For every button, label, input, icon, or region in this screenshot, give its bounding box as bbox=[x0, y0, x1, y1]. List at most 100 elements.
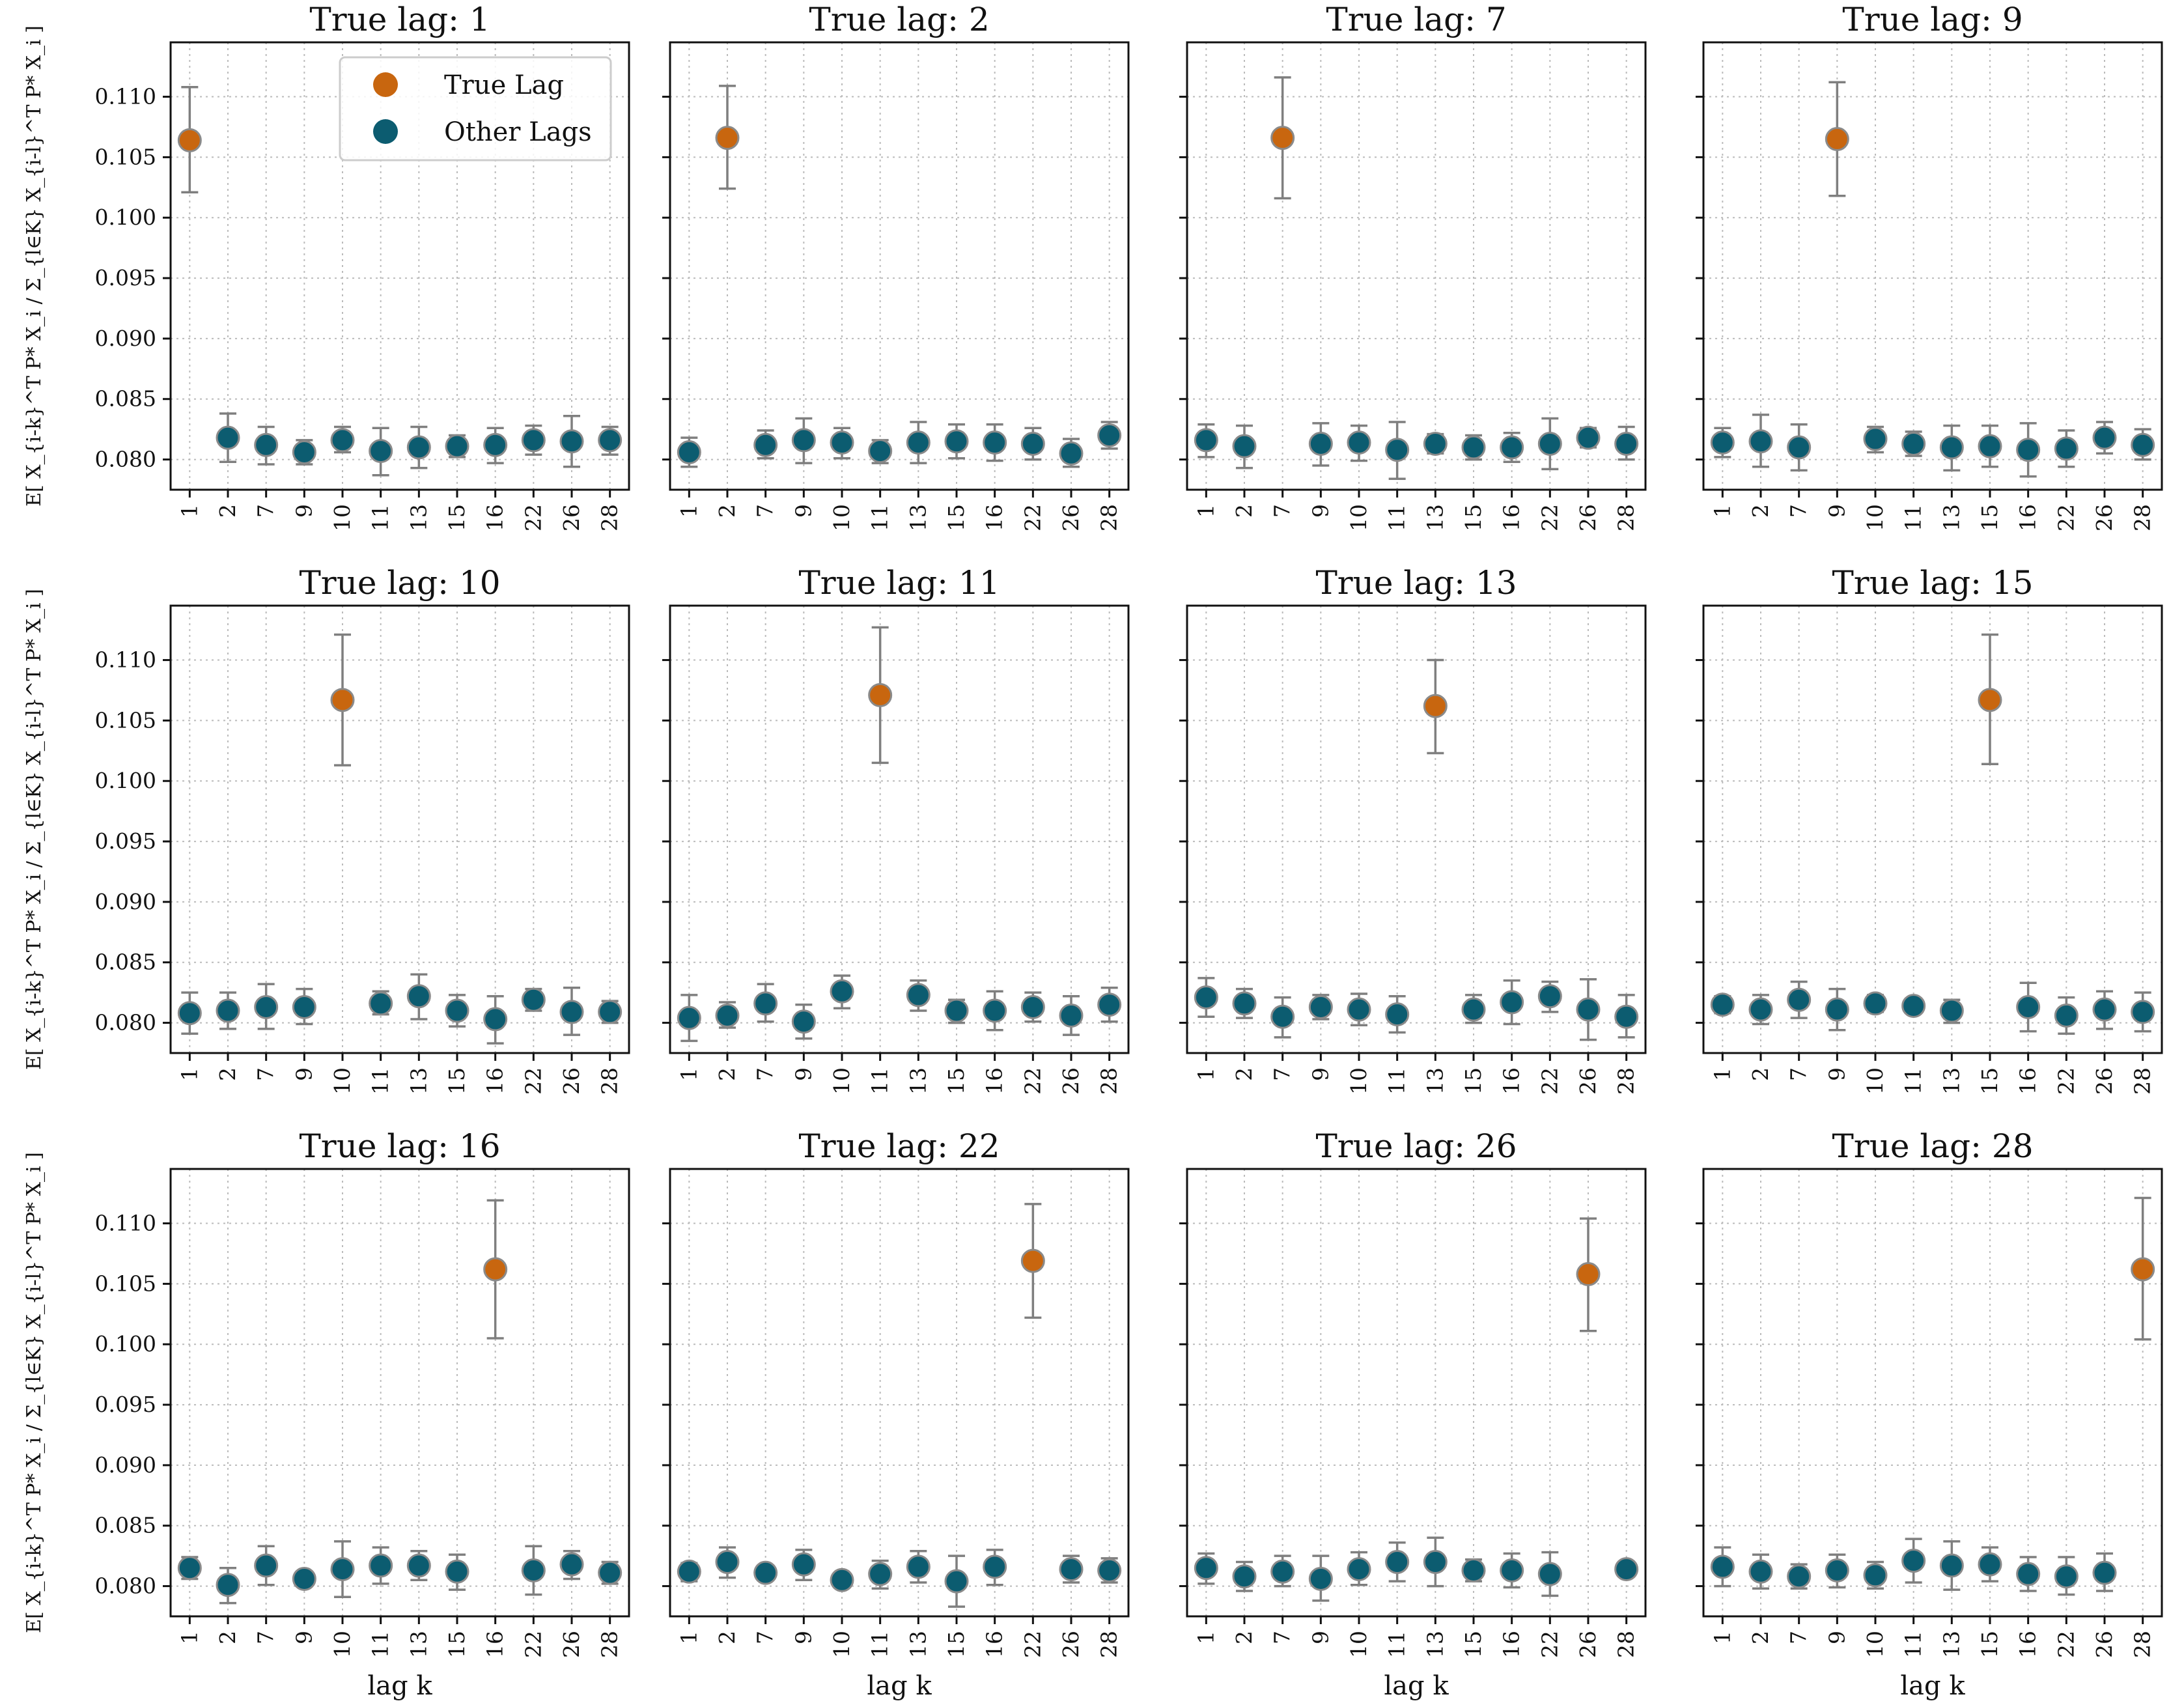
other-lag-point bbox=[677, 440, 701, 464]
subplot-title: True lag: 28 bbox=[1832, 1127, 2033, 1165]
x-tick-label: 1 bbox=[176, 1067, 202, 1081]
x-tick-label: 22 bbox=[520, 1631, 546, 1658]
other-lag-point bbox=[1270, 1004, 1295, 1029]
y-tick-label: 0.080 bbox=[95, 1573, 156, 1599]
other-lag-point bbox=[1576, 425, 1601, 450]
other-lag-point bbox=[791, 1009, 816, 1034]
other-lag-point bbox=[1461, 997, 1486, 1022]
subplot-title: True lag: 1 bbox=[309, 1, 490, 38]
true-lag-point bbox=[1576, 1262, 1601, 1287]
x-tick-label: 9 bbox=[791, 504, 816, 518]
x-tick-label: 22 bbox=[1537, 504, 1562, 531]
x-tick-label: 1 bbox=[1193, 1631, 1218, 1644]
y-tick-label: 0.110 bbox=[95, 1211, 156, 1236]
x-tick-label: 11 bbox=[1901, 1067, 1926, 1095]
x-tick-label: 16 bbox=[483, 1631, 508, 1658]
other-lag-point bbox=[292, 1566, 316, 1591]
other-lag-point bbox=[1461, 435, 1486, 460]
other-lag-point bbox=[791, 1552, 816, 1577]
true-lag-point bbox=[2131, 1257, 2155, 1282]
x-tick-label: 7 bbox=[1270, 1067, 1295, 1081]
other-lag-point bbox=[1194, 428, 1218, 453]
other-lag-point bbox=[1423, 431, 1448, 456]
x-tick-label: 15 bbox=[1461, 504, 1486, 531]
x-tick-label: 1 bbox=[176, 504, 202, 518]
other-lag-point bbox=[1500, 990, 1524, 1015]
other-lag-point bbox=[1748, 1559, 1773, 1584]
x-tick-label: 13 bbox=[1939, 504, 1964, 531]
x-tick-label: 1 bbox=[1709, 1631, 1735, 1644]
y-tick-label: 0.110 bbox=[95, 647, 156, 673]
other-lag-point bbox=[216, 998, 240, 1023]
x-tick-label: 10 bbox=[829, 1067, 854, 1095]
other-lag-point bbox=[254, 1553, 279, 1578]
other-lag-point bbox=[1901, 994, 1926, 1019]
x-tick-label: 22 bbox=[520, 504, 546, 531]
other-lag-point bbox=[1097, 992, 1122, 1017]
other-lag-point bbox=[292, 440, 316, 464]
x-tick-label: 15 bbox=[444, 1067, 469, 1095]
x-tick-label: 9 bbox=[1308, 1067, 1333, 1081]
x-axis-label: lag k bbox=[1900, 1671, 1965, 1701]
x-tick-label: 16 bbox=[982, 504, 1007, 531]
true-lag-point bbox=[1423, 694, 1448, 718]
other-lag-point bbox=[1500, 435, 1524, 460]
other-lag-point bbox=[1901, 431, 1926, 456]
x-tick-label: 13 bbox=[1939, 1067, 1964, 1095]
other-lag-point bbox=[1537, 1562, 1562, 1586]
x-tick-label: 11 bbox=[368, 1067, 393, 1095]
other-lag-point bbox=[216, 425, 240, 450]
other-lag-point bbox=[944, 998, 969, 1023]
x-tick-label: 15 bbox=[1977, 1067, 2002, 1095]
x-tick-label: 11 bbox=[1901, 1631, 1926, 1658]
other-lag-point bbox=[177, 1001, 202, 1026]
other-lag-point bbox=[1614, 1004, 1639, 1029]
subplot-frame bbox=[1702, 1168, 2163, 1618]
other-lag-point bbox=[445, 434, 469, 458]
other-lag-point bbox=[1347, 1557, 1371, 1582]
other-lag-point bbox=[483, 1007, 508, 1032]
subplot-frame bbox=[1702, 604, 2163, 1054]
y-tick-label: 0.090 bbox=[95, 889, 156, 914]
other-lag-point bbox=[1537, 984, 1562, 1009]
subplot-title: True lag: 10 bbox=[299, 564, 500, 602]
x-tick-label: 1 bbox=[176, 1631, 202, 1644]
x-tick-label: 28 bbox=[1097, 1067, 1122, 1095]
other-lag-point bbox=[906, 430, 931, 455]
other-lag-point bbox=[830, 430, 854, 455]
x-tick-label: 7 bbox=[753, 1631, 778, 1644]
other-lag-point bbox=[521, 987, 546, 1012]
other-lag-point bbox=[944, 1569, 969, 1594]
x-tick-label: 11 bbox=[1901, 504, 1926, 531]
other-lag-point bbox=[983, 430, 1007, 455]
x-tick-label: 13 bbox=[905, 1067, 931, 1095]
legend-label: True Lag bbox=[444, 70, 564, 100]
other-lag-point bbox=[1576, 997, 1601, 1022]
x-tick-label: 7 bbox=[753, 1067, 778, 1081]
x-tick-label: 2 bbox=[1231, 1067, 1257, 1081]
x-tick-label: 7 bbox=[253, 1631, 279, 1644]
true-lag-point bbox=[715, 126, 740, 150]
x-tick-label: 15 bbox=[944, 1631, 969, 1658]
x-tick-label: 1 bbox=[1193, 1067, 1218, 1081]
y-tick-label: 0.090 bbox=[95, 326, 156, 351]
x-tick-label: 10 bbox=[829, 1631, 854, 1658]
x-tick-label: 15 bbox=[1977, 504, 2002, 531]
x-tick-label: 26 bbox=[1058, 1631, 1084, 1658]
subplot-title: True lag: 11 bbox=[798, 564, 1000, 602]
other-lag-point bbox=[983, 998, 1007, 1023]
true-lag-point bbox=[483, 1257, 508, 1282]
x-axis-label: lag k bbox=[867, 1671, 932, 1701]
true-lag-point bbox=[1270, 126, 1295, 150]
x-tick-label: 9 bbox=[791, 1631, 816, 1644]
other-lag-point bbox=[2054, 436, 2079, 461]
y-axis-label: E[ X_{i-k}^T P* X_i / Σ_{l∈K} X_{i-l}^T … bbox=[23, 25, 46, 507]
other-lag-point bbox=[369, 1553, 393, 1578]
other-lag-point bbox=[1500, 1558, 1524, 1582]
other-lag-point bbox=[1385, 438, 1410, 462]
subplot-title: True lag: 22 bbox=[798, 1127, 1000, 1165]
other-lag-point bbox=[254, 994, 279, 1019]
subplot-title: True lag: 15 bbox=[1832, 564, 2033, 602]
subplot-frame bbox=[669, 41, 1130, 491]
other-lag-point bbox=[1194, 985, 1218, 1010]
